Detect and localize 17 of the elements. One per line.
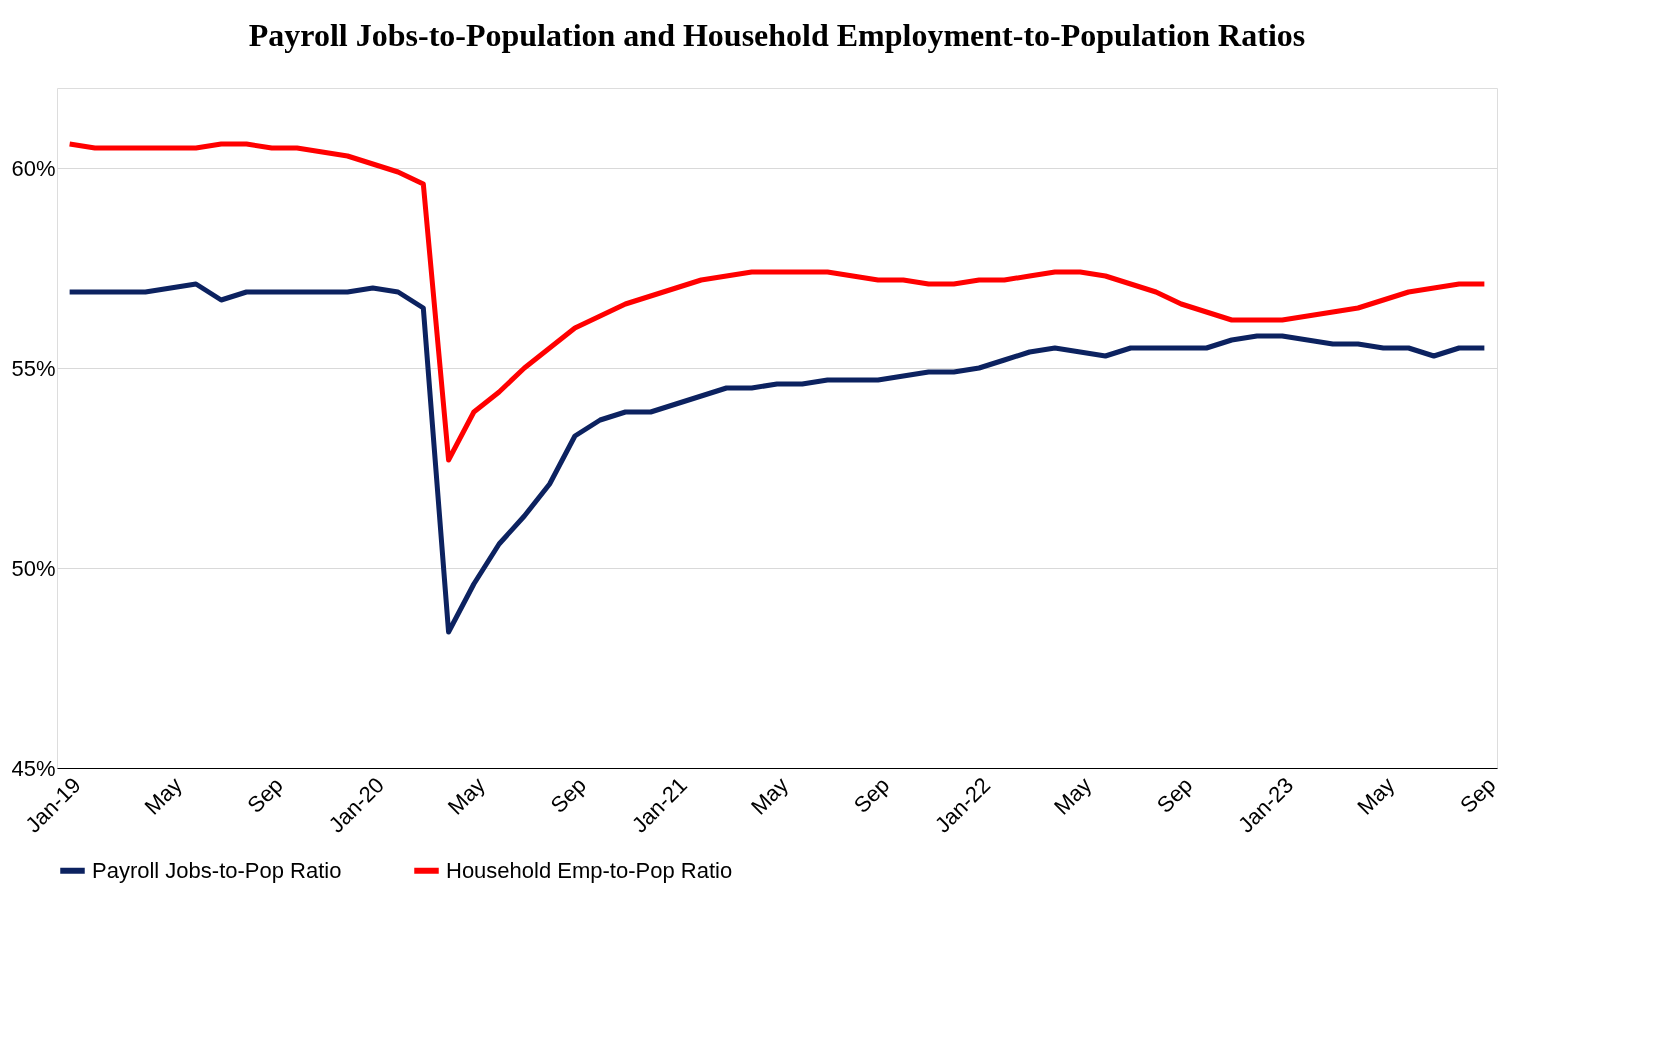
chart-title: Payroll Jobs-to-Population and Household Employment-to-Population Ratios [248,17,1306,53]
y-tick-label: 55% [11,355,56,381]
legend-label: Household Emp-to-Pop Ratio [446,857,733,883]
y-tick-label: 50% [11,555,56,581]
x-tick-label: Sep [242,772,288,818]
y-tick-label: 45% [11,755,56,781]
x-tick-label: May [1352,772,1400,820]
y-tick-label: 60% [11,155,56,181]
x-tick-label: May [442,772,490,820]
legend-label: Payroll Jobs-to-Pop Ratio [92,857,342,883]
x-tick-label: May [745,772,794,820]
x-tick-label: Sep [848,772,895,818]
x-tick-label: Sep [545,772,591,818]
x-tick-label: Sep [1151,772,1198,818]
x-tick-label: May [1049,772,1097,820]
x-tick-label: Sep [1455,772,1501,818]
x-tick-label: May [139,772,187,820]
